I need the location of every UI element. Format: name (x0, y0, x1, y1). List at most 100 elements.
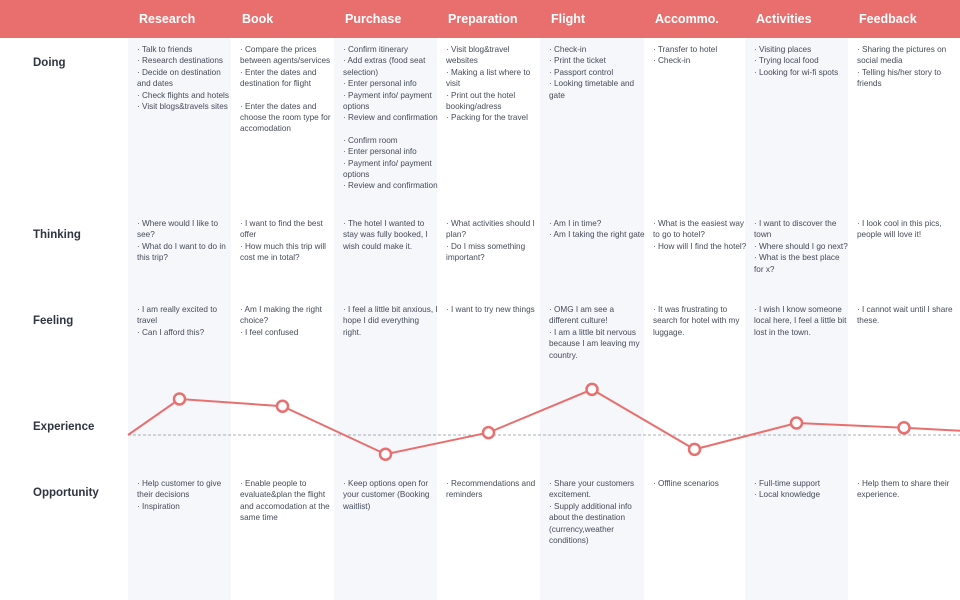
doing-item: · Enter the dates and destination for fl… (240, 67, 317, 89)
feeling-cell: · I feel a little bit anxious, I hope I … (343, 304, 439, 338)
thinking-item: · What activities should I plan? (446, 219, 535, 240)
doing-cell: · Confirm itinerary · Add extras (food se… (343, 44, 439, 192)
thinking-cell: · I want to find the best offer · How muc… (240, 218, 336, 264)
opportunity-item: · Share your customers excitement. (549, 479, 635, 500)
thinking-item: · What do I want to do in this trip? (137, 241, 226, 263)
doing-item: · Talk to friends (137, 45, 193, 54)
experience-line (127, 388, 960, 456)
experience-point-research (172, 392, 187, 406)
doing-item: · Check flights and hotels (137, 90, 229, 100)
doing-cell: · Check-in · Print the ticket · Passport c… (549, 44, 645, 101)
stage-column-bg (745, 38, 848, 600)
stage-column-bg (540, 38, 644, 600)
thinking-item: · I look cool in this pics, people will … (857, 219, 942, 240)
doing-item: · Confirm room (343, 135, 398, 145)
doing-item: · Looking timetable and gate (549, 79, 635, 100)
feeling-item: · I wish I know someone local here, I fe… (754, 305, 847, 337)
opportunity-item: · Help them to share their experience. (857, 479, 950, 500)
opportunity-cell: · Help customer to give their decisions ·… (137, 478, 233, 512)
doing-item: · Add extras (food seat selection) (343, 56, 426, 77)
stage-header-flight: Flight (551, 12, 586, 26)
experience-point-flight (585, 382, 599, 397)
thinking-cell: · The hotel I wanted to stay was fully b… (343, 218, 439, 252)
doing-item: · Review and confirmation (343, 113, 438, 123)
thinking-item: · Where should I go next? (754, 241, 848, 251)
thinking-item: · What is the best place for x? (754, 253, 840, 274)
thinking-cell: · Am I in time? · Am I taking the right g… (549, 218, 645, 241)
opportunity-item: · Help customer to give their decisions (137, 479, 222, 500)
thinking-item: · I want to discover the town (754, 219, 837, 240)
opportunity-cell: · Offline scenarios (653, 478, 749, 489)
feeling-item: · I am a little bit nervous because I am… (549, 327, 640, 360)
row-label-feeling: Feeling (33, 315, 74, 327)
row-label-opportunity: Opportunity (33, 487, 99, 499)
thinking-item: · I want to find the best offer (240, 219, 323, 240)
thinking-item: · Am I taking the right gate (549, 230, 645, 240)
feeling-item: · I feel confused (240, 327, 299, 337)
doing-cell: · Sharing the pictures on social media · … (857, 44, 953, 90)
stage-column-bg (128, 38, 231, 600)
doing-cell: · Transfer to hotel · Check-in (653, 44, 749, 67)
feeling-item: · Am I making the right choice? (240, 305, 322, 326)
doing-item: · Research destinations (137, 56, 224, 66)
thinking-item: · How will I find the hotel? (653, 241, 747, 251)
doing-item: · Enter personal info (343, 79, 417, 89)
opportunity-item: · Full-time support (754, 479, 820, 488)
doing-item: · Enter the dates and choose the room ty… (240, 101, 331, 134)
stage-header-accommo: Accommo. (655, 12, 719, 26)
doing-item: · Visiting places (754, 45, 812, 54)
thinking-cell: · I want to discover the town · Where sho… (754, 218, 850, 275)
doing-item: · Telling his/her story to friends (857, 67, 942, 89)
experience-point-book (275, 399, 290, 413)
thinking-item: · Do I miss something important? (446, 241, 526, 263)
doing-item: · Making a list where to visit (446, 67, 531, 89)
feeling-item: · OMG I am see a different culture! (549, 305, 615, 326)
doing-item: · Passport control (549, 67, 614, 77)
doing-cell: · Visit blog&travel websites · Making a l… (446, 44, 542, 124)
feeling-cell: · I want to try new things (446, 304, 542, 315)
doing-cell: · Visiting places · Trying local food · Lo… (754, 44, 850, 78)
experience-point-purchase (378, 447, 393, 461)
feeling-item: · I feel a little bit anxious, I hope I … (343, 305, 438, 337)
doing-item: · Payment info/ payment options (343, 158, 432, 180)
row-label-doing: Doing (33, 57, 66, 69)
feeling-item: · I cannot wait until I share these. (857, 305, 953, 326)
doing-item: · Print out the hotel booking/adress (446, 90, 516, 112)
stage-header-research: Research (139, 12, 196, 26)
thinking-item: · How much this trip will cost me in tot… (240, 241, 326, 263)
thinking-item: · The hotel I wanted to stay was fully b… (343, 219, 428, 251)
opportunity-cell: · Recommendations and reminders (446, 478, 542, 501)
thinking-item: · What is the easiest way to go to hotel… (653, 219, 745, 240)
feeling-item: · I am really excited to travel (137, 305, 218, 326)
experience-point-accommo (687, 442, 702, 457)
feeling-cell: · I wish I know someone local here, I fe… (754, 304, 850, 338)
doing-item: · Review and confirmation (343, 181, 438, 191)
opportunity-item: · Inspiration (137, 501, 180, 511)
opportunity-item: · Local knowledge (754, 490, 820, 500)
doing-item: · Visit blogs&travels sites (137, 102, 228, 112)
stage-header-feedback: Feedback (859, 12, 917, 26)
stage-header-bar (0, 0, 960, 38)
thinking-item: · Where would I like to see? (137, 219, 218, 240)
opportunity-item: · Offline scenarios (653, 479, 719, 488)
stage-header-preparation: Preparation (448, 12, 518, 26)
doing-item: · Visit blog&travel websites (446, 45, 510, 66)
feeling-cell: · It was frustrating to search for hotel… (653, 304, 749, 338)
opportunity-cell: · Help them to share their experience. (857, 478, 953, 501)
opportunity-item: · Enable people to evaluate&plan the fli… (240, 479, 330, 523)
experience-point-preparation (481, 425, 496, 440)
doing-item: · Looking for wi-fi spots (754, 67, 839, 77)
stage-column-bg (334, 38, 437, 600)
row-label-experience: Experience (33, 421, 95, 433)
feeling-cell: · OMG I am see a different culture! · I a… (549, 304, 645, 361)
feeling-item: · I want to try new things (446, 305, 535, 314)
experience-point-activities (789, 416, 804, 430)
feeling-item: · Can I afford this? (137, 327, 205, 337)
doing-item: · Compare the prices between agents/serv… (240, 45, 331, 66)
thinking-cell: · What activities should I plan? · Do I m… (446, 218, 542, 264)
doing-item: · Payment info/ payment options (343, 90, 432, 112)
opportunity-cell: · Enable people to evaluate&plan the fli… (240, 478, 336, 524)
feeling-cell: · I cannot wait until I share these. (857, 304, 953, 327)
opportunity-cell: · Keep options open for your customer (B… (343, 478, 439, 512)
